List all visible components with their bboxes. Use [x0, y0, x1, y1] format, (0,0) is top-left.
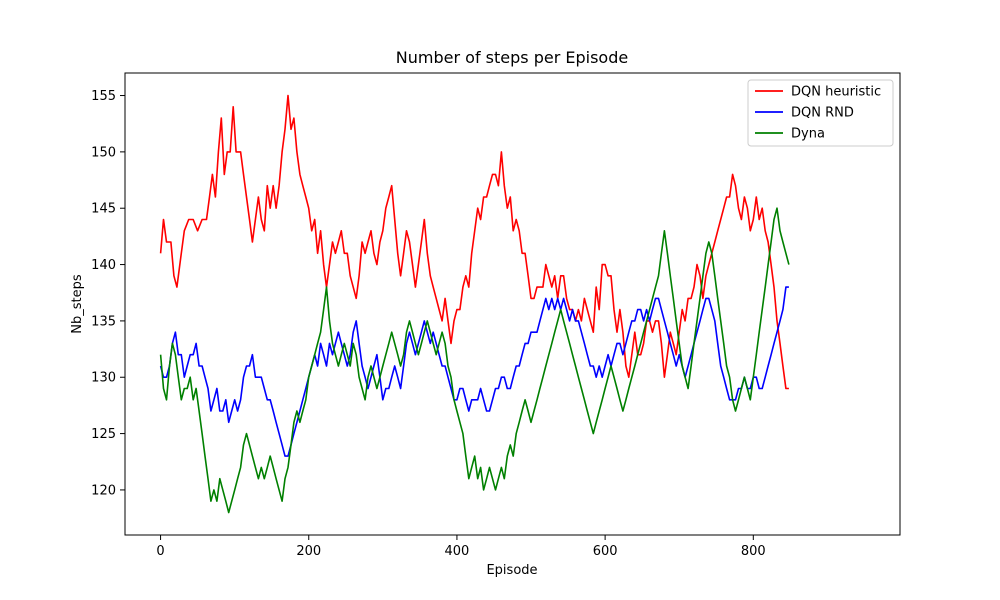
y-tick-label: 135	[91, 314, 116, 329]
plot-area	[124, 72, 901, 536]
legend-frame	[747, 79, 894, 147]
legend-label: DQN heuristic	[791, 85, 881, 100]
y-tick-label: 145	[91, 202, 116, 217]
legend: DQN heuristic DQN RND Dyna	[747, 79, 894, 147]
y-tick-label: 155	[91, 89, 116, 104]
series-line-dqn-heuristic	[159, 94, 789, 390]
y-tick-label: 130	[91, 371, 116, 386]
series-line-dyna	[159, 207, 790, 514]
y-tick-label: 140	[91, 258, 116, 273]
axes-frame	[124, 72, 901, 536]
x-tick-label: 0	[156, 544, 164, 559]
series-layer	[159, 94, 790, 514]
legend-entries: DQN heuristic DQN RND Dyna	[755, 85, 881, 142]
x-tick-label: 800	[741, 544, 766, 559]
x-axis-label: Episode	[486, 563, 537, 578]
y-tick-label: 150	[91, 145, 116, 160]
chart-title: Number of steps per Episode	[396, 48, 628, 67]
x-tick-label: 400	[445, 544, 470, 559]
x-tick-label: 200	[296, 544, 321, 559]
y-axis: 120 125 130 135 140 145 150 155	[91, 89, 125, 498]
x-tick-label: 600	[593, 544, 618, 559]
legend-label: Dyna	[791, 127, 825, 142]
y-tick-label: 120	[91, 483, 116, 498]
y-axis-label: Nb_steps	[70, 274, 85, 334]
legend-label: DQN RND	[791, 106, 854, 121]
x-axis: 0 200 400 600 800	[156, 535, 766, 559]
y-tick-label: 125	[91, 427, 116, 442]
